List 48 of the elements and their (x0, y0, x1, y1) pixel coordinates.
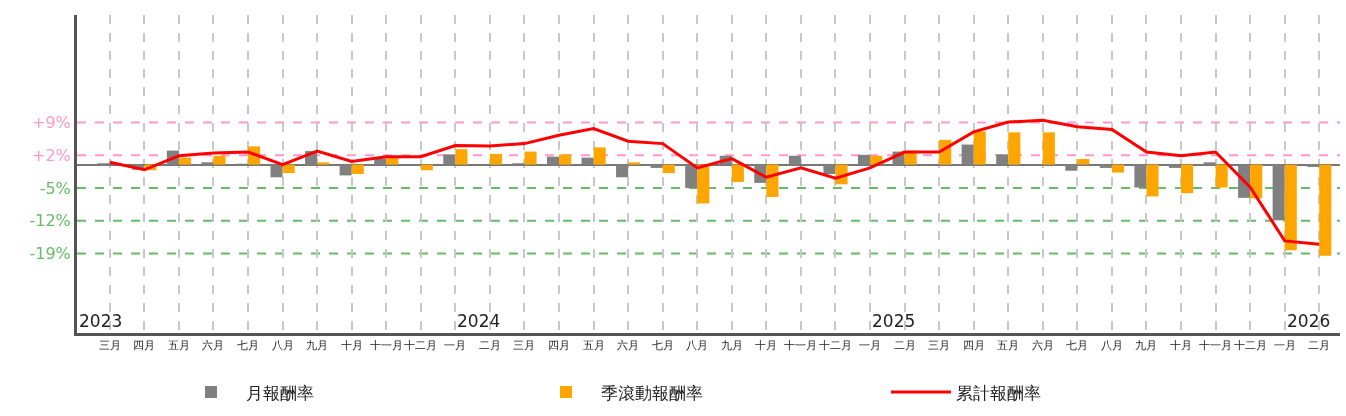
x-tick-label: 四月 (548, 339, 571, 353)
x-tick-label: 十一月 (1199, 339, 1233, 353)
x-tick-label: 十二月 (1233, 339, 1267, 353)
x-tick-label: 八月 (686, 339, 709, 353)
x-tick-label: 三月 (98, 339, 121, 353)
x-tick-label: 六月 (202, 339, 225, 353)
x-tick-label: 一月 (859, 339, 882, 353)
x-tick-label: 九月 (720, 339, 743, 353)
x-tick-label: 十月 (1170, 339, 1193, 353)
y-tick-label: -12% (29, 211, 71, 231)
x-tick-label: 六月 (1031, 339, 1054, 353)
annotation: 2026 (1287, 311, 1331, 331)
x-tick-label: 九月 (1135, 339, 1158, 353)
x-tick-label: 五月 (582, 339, 605, 353)
x-tick-label: 六月 (617, 339, 640, 353)
x-tick-label: 五月 (997, 339, 1020, 353)
x-tick-label: 一月 (444, 339, 467, 353)
y-tick-label: -19% (29, 244, 71, 264)
legend-label: 季滾動報酬率 (601, 382, 703, 403)
x-tick-label: 二月 (1308, 339, 1331, 353)
y-tick-label: -5% (39, 178, 71, 198)
y-tick-label: +9% (32, 113, 71, 133)
x-tick-label: 一月 (1273, 339, 1296, 353)
x-tick-label: 十月 (340, 339, 363, 353)
x-tick-label: 七月 (1066, 339, 1089, 353)
x-tick-label: 九月 (306, 339, 329, 353)
x-tick-label: 三月 (513, 339, 536, 353)
annotation: 2023 (79, 311, 123, 331)
x-tick-label: 七月 (237, 339, 260, 353)
x-tick-label: 八月 (1100, 339, 1123, 353)
annotation: 2025 (872, 311, 916, 331)
annotation: 2024 (457, 311, 501, 331)
x-tick-label: 十月 (755, 339, 778, 353)
x-tick-label: 十二月 (818, 339, 852, 353)
x-tick-label: 三月 (928, 339, 951, 353)
x-tick-label: 二月 (478, 339, 501, 353)
x-tick-label: 十一月 (369, 339, 403, 353)
legend-label: 月報酬率 (246, 382, 314, 403)
x-tick-label: 二月 (893, 339, 916, 353)
x-tick-label: 五月 (167, 339, 190, 353)
y-tick-label: +2% (32, 145, 71, 165)
x-tick-label: 八月 (271, 339, 294, 353)
x-tick-label: 七月 (651, 339, 674, 353)
x-tick-label: 十二月 (404, 339, 438, 353)
legend-label: 累計報酬率 (956, 382, 1041, 403)
x-tick-label: 四月 (133, 339, 156, 353)
x-tick-label: 四月 (962, 339, 985, 353)
x-tick-label: 十一月 (784, 339, 818, 353)
